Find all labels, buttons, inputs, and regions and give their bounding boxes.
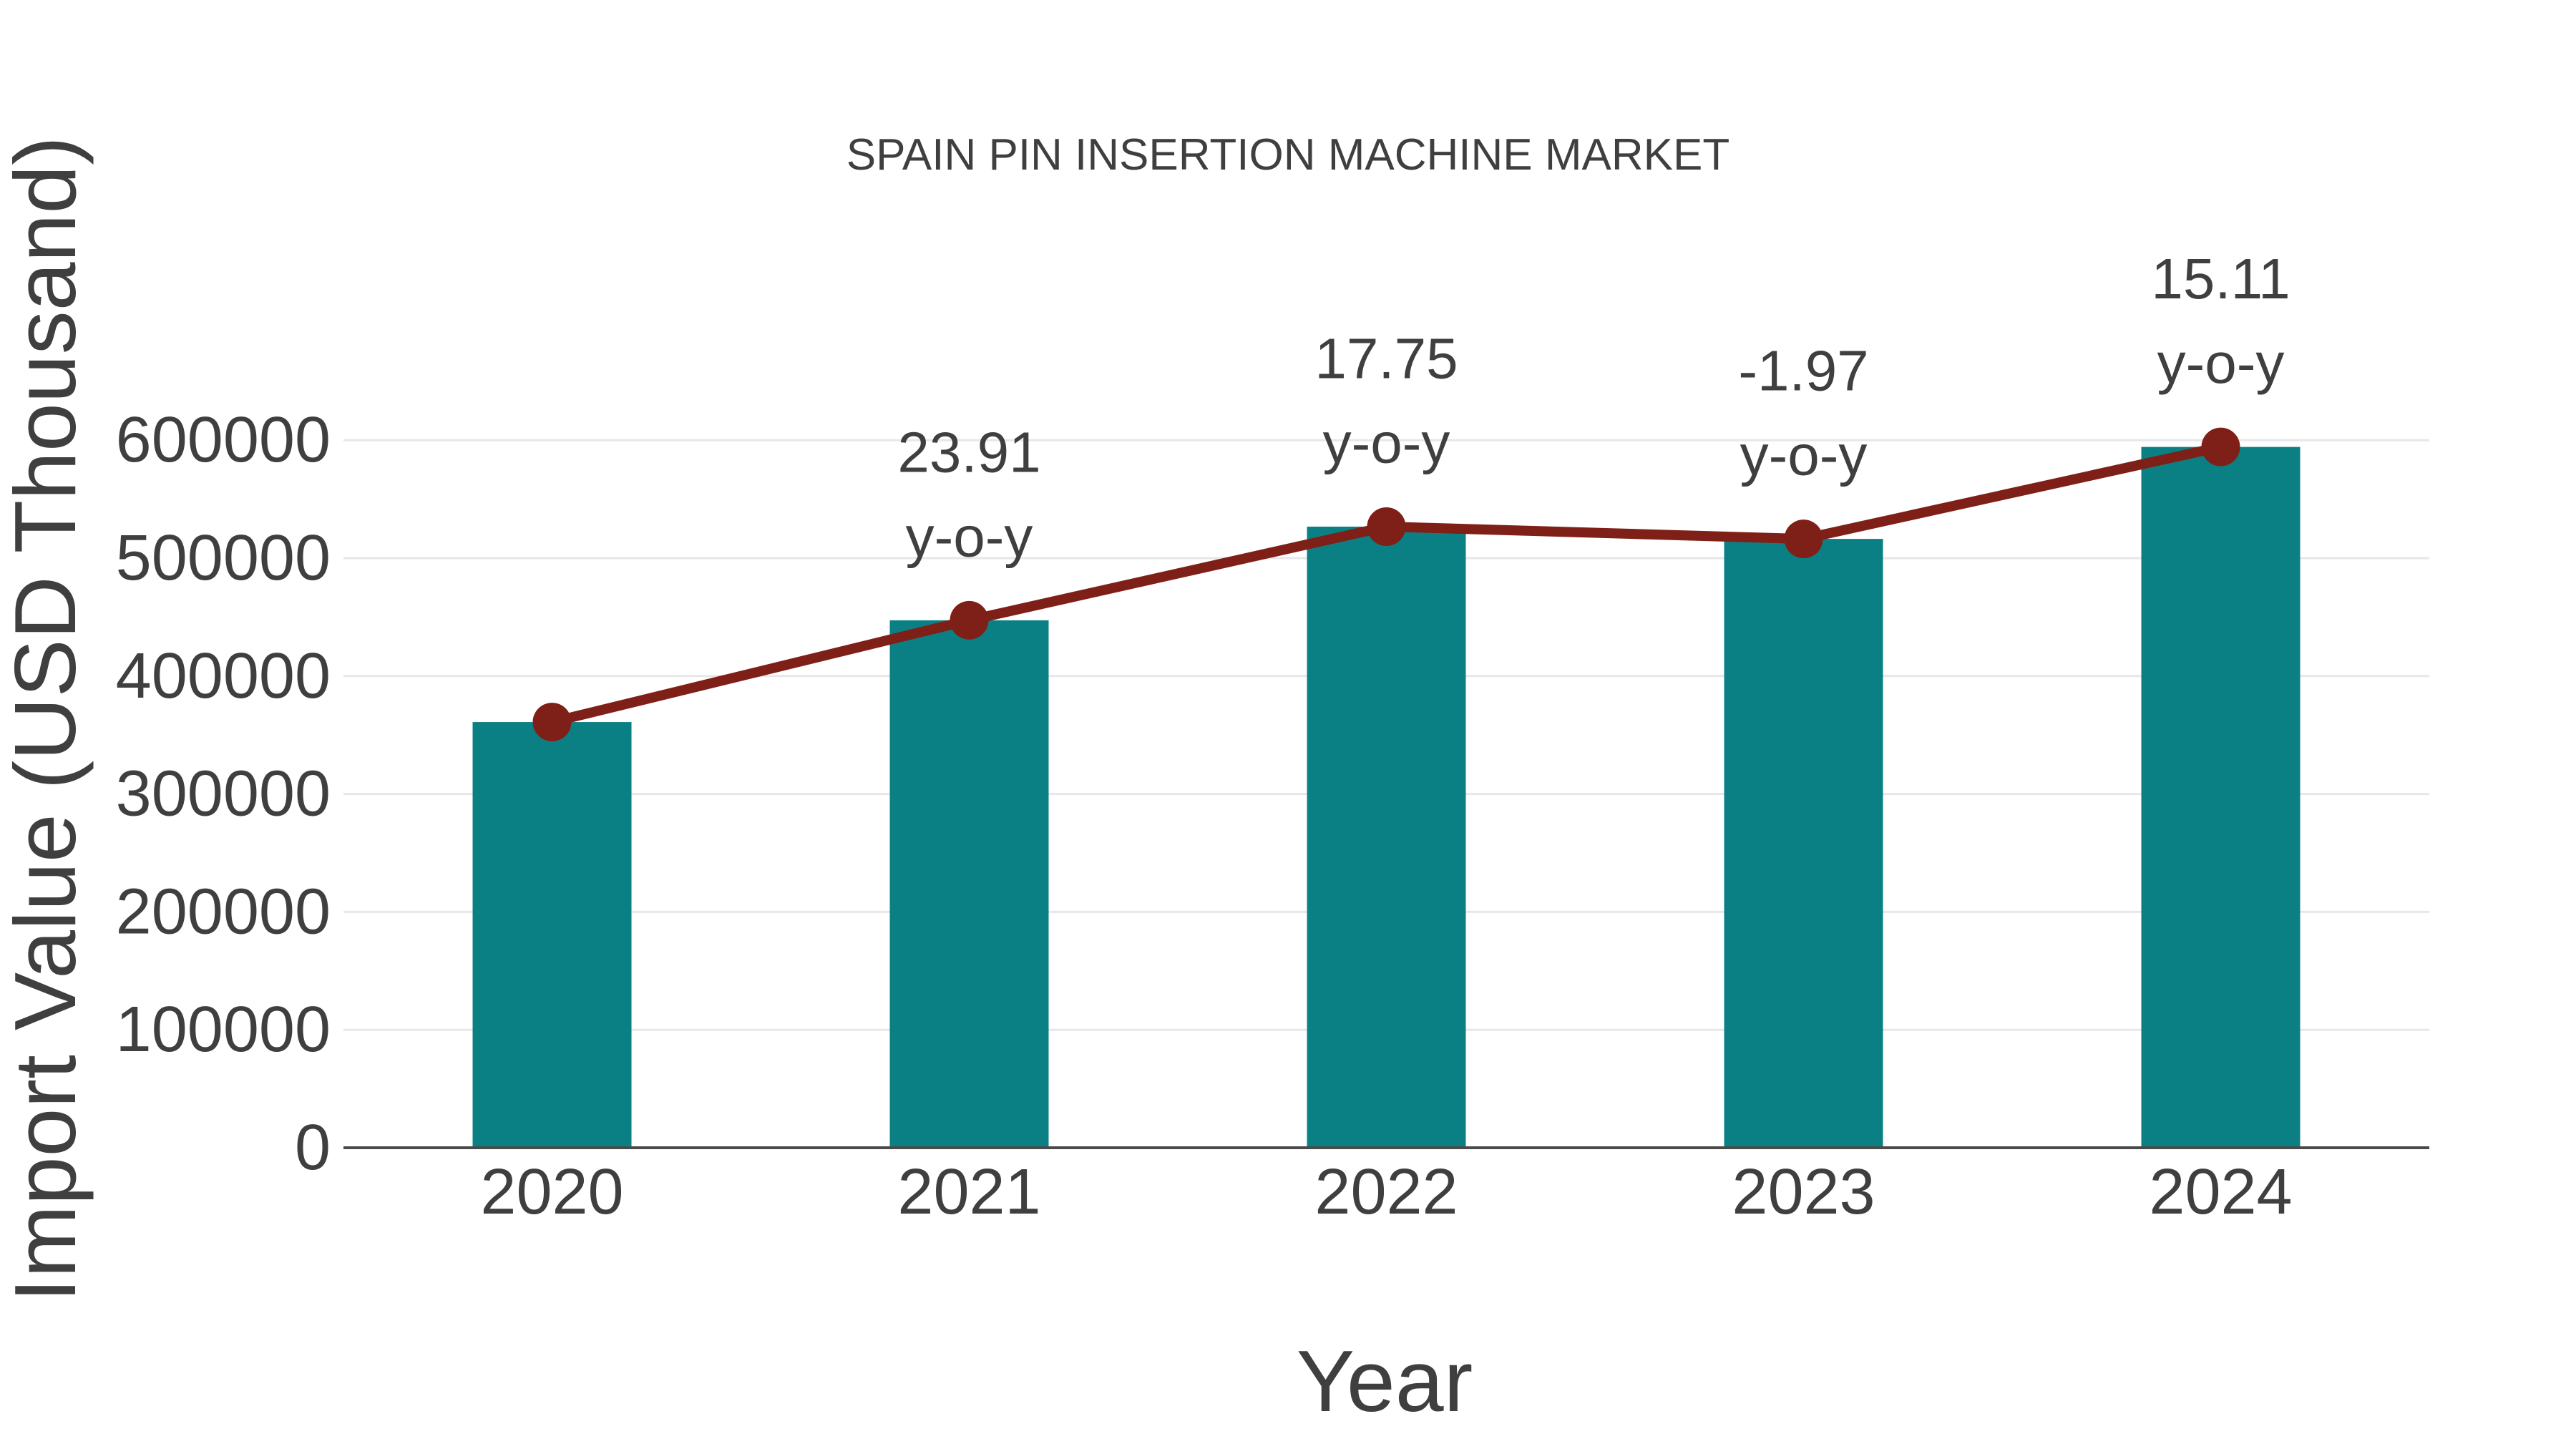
x-tick-2022: 2022: [1314, 1156, 1458, 1228]
yoy-value-2021: 23.91: [897, 420, 1040, 484]
bar-series: [472, 447, 2301, 1148]
y-tick-400000: 400000: [116, 640, 331, 712]
y-tick-600000: 600000: [116, 404, 331, 476]
x-tick-2023: 2023: [1732, 1156, 1875, 1228]
y-axis-tick-labels: 0 100000 200000 300000 400000 500000 600000: [116, 404, 331, 1184]
bar-2020: [472, 722, 632, 1148]
yoy-value-2023: -1.97: [1738, 339, 1868, 403]
line-series: [532, 427, 2240, 742]
y-tick-300000: 300000: [116, 758, 331, 830]
yoy-value-2022: 17.75: [1314, 326, 1458, 390]
bar-2023: [1724, 539, 1883, 1148]
y-tick-0: 0: [295, 1112, 331, 1184]
marker-2024: [2201, 427, 2240, 467]
bar-2022: [1307, 526, 1466, 1148]
yoy-suffix-2024: y-o-y: [2157, 331, 2285, 395]
marker-2022: [1367, 507, 1406, 546]
y-tick-100000: 100000: [116, 994, 331, 1065]
bar-2024: [2141, 447, 2301, 1148]
yoy-suffix-2023: y-o-y: [1740, 424, 1868, 487]
yoy-suffix-2021: y-o-y: [906, 504, 1033, 568]
marker-2023: [1784, 519, 1823, 559]
x-tick-2020: 2020: [480, 1156, 623, 1228]
chart-title: SPAIN PIN INSERTION MACHINE MARKET: [847, 130, 1729, 180]
yoy-annotations: 23.91 y-o-y 17.75 y-o-y -1.97 y-o-y 15.11 y-o-y: [897, 247, 2290, 568]
x-tick-2024: 2024: [2149, 1156, 2292, 1228]
y-tick-500000: 500000: [116, 522, 331, 594]
marker-2021: [950, 600, 989, 640]
x-axis-title: Year: [1297, 1332, 1473, 1430]
x-tick-2021: 2021: [897, 1156, 1040, 1228]
bar-2021: [889, 620, 1049, 1148]
yoy-suffix-2022: y-o-y: [1323, 411, 1450, 474]
marker-2020: [532, 703, 572, 742]
x-axis-tick-labels: 2020 2021 2022 2023 2024: [480, 1156, 2292, 1228]
yoy-value-2024: 15.11: [2151, 247, 2290, 311]
y-tick-200000: 200000: [116, 876, 331, 947]
y-axis-title: Import Value (USD Thousand): [0, 136, 94, 1302]
